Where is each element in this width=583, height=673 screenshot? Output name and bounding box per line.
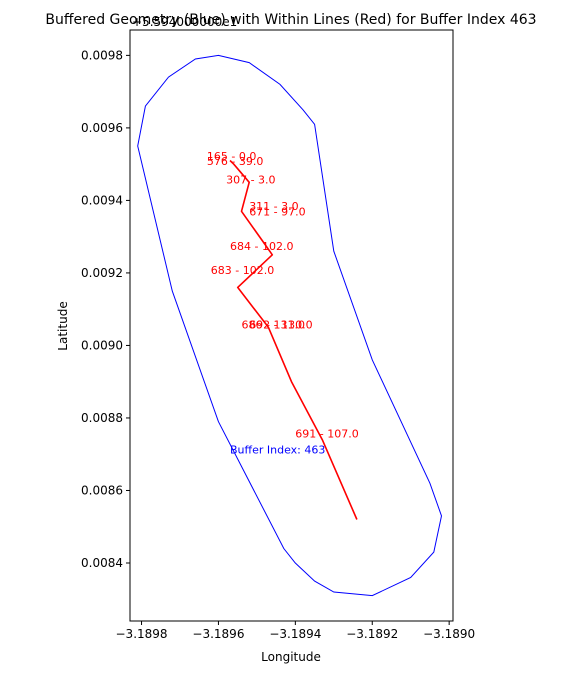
- line-annotation-6: 683 - 102.0: [211, 264, 274, 277]
- y-tick-label: 0.0094: [81, 193, 123, 207]
- x-tick-label: −3.1898: [116, 627, 168, 641]
- chart-title: Buffered Geometry (Blue) with Within Lin…: [45, 12, 536, 28]
- line-annotation-0: 165 - 0.0: [207, 150, 256, 163]
- y-axis-label: Latitude: [56, 301, 70, 350]
- y-tick-label: 0.0096: [81, 121, 123, 135]
- x-tick-label: −3.1890: [423, 627, 475, 641]
- y-tick-label: 0.0092: [81, 266, 123, 280]
- x-tick-label: −3.1896: [192, 627, 244, 641]
- line-annotation-1: 576 - 39.0: [207, 155, 263, 168]
- x-tick-label: −3.1892: [346, 627, 398, 641]
- within-line-series-0: [229, 159, 358, 520]
- x-axis: −3.1898 −3.1896 −3.1894 −3.1892 −3.1890: [116, 621, 475, 641]
- line-annotation-9: 691 - 107.0: [295, 428, 358, 441]
- x-tick-label: −3.1894: [269, 627, 321, 641]
- y-axis: 0.0084 0.0086 0.0088 0.0090 0.0092 0.0094 0.00…: [81, 48, 130, 570]
- line-annotation-8: 692 - 130.0: [249, 318, 312, 331]
- y-tick-label: 0.0090: [81, 338, 123, 352]
- axes-frame: [129, 29, 454, 622]
- x-axis-label: Longitude: [261, 650, 321, 664]
- y-axis-offset-label: +5.594000000e1: [132, 15, 237, 29]
- line-annotation-7: 686 - 131.0: [242, 318, 305, 331]
- line-annotation-2: 307 - 3.0: [226, 173, 275, 186]
- buffer-index-label: Buffer Index: 463: [230, 444, 325, 457]
- line-annotation-4: 671 - 97.0: [249, 206, 305, 219]
- y-tick-label: 0.0088: [81, 411, 123, 425]
- series-layer: [229, 159, 358, 520]
- buffer-polygon: [137, 54, 443, 597]
- y-tick-label: 0.0084: [81, 556, 123, 570]
- y-tick-label: 0.0086: [81, 483, 123, 497]
- line-annotation-3: 311 - 3.0: [249, 200, 298, 213]
- y-tick-label: 0.0098: [81, 48, 123, 62]
- line-annotation-5: 684 - 102.0: [230, 240, 293, 253]
- data-layer: [137, 54, 443, 597]
